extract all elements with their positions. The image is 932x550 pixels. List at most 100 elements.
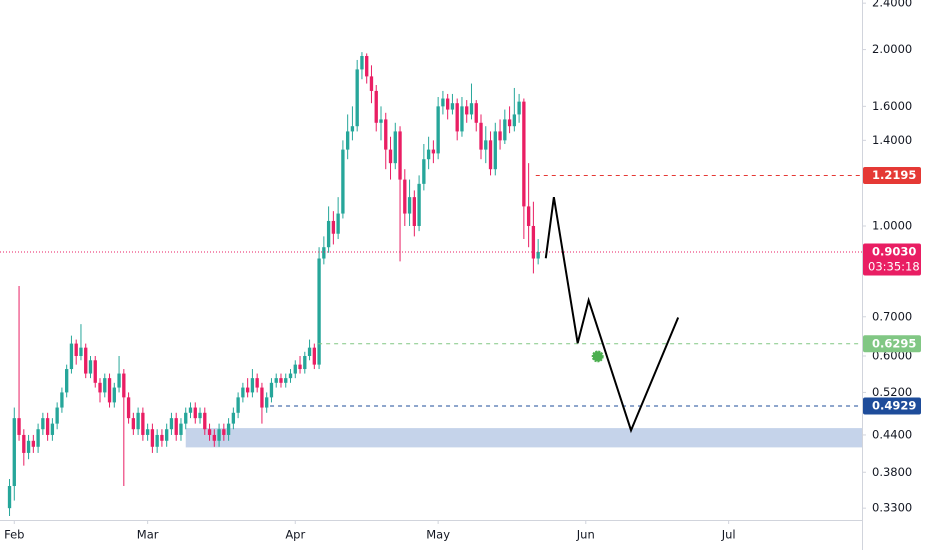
candle-body bbox=[484, 140, 488, 150]
candle-body bbox=[203, 412, 207, 430]
candle-body bbox=[207, 429, 212, 435]
candle-body bbox=[341, 149, 345, 214]
candle-body bbox=[531, 225, 536, 259]
candle-body bbox=[198, 412, 202, 419]
x-tick-label: Feb bbox=[4, 528, 24, 542]
candle-body bbox=[503, 119, 507, 141]
candle-body bbox=[303, 355, 307, 370]
candle-body bbox=[426, 149, 431, 160]
candle-body bbox=[217, 429, 221, 441]
candle-body bbox=[45, 418, 50, 435]
candle-body bbox=[360, 56, 364, 70]
price-tag-label: 1.2195 bbox=[872, 168, 916, 182]
candle-body bbox=[74, 343, 78, 356]
y-tick-label: 2.0000 bbox=[872, 42, 912, 56]
candle-body bbox=[412, 197, 416, 226]
candle-body bbox=[526, 206, 531, 226]
candle-body bbox=[131, 418, 136, 430]
x-tick-label: Mar bbox=[137, 528, 159, 542]
candle-body bbox=[279, 378, 283, 383]
candle-body bbox=[388, 149, 393, 164]
candle-body bbox=[350, 126, 355, 132]
candle-body bbox=[293, 364, 297, 374]
candle-body bbox=[369, 76, 374, 91]
countdown-label: 03:35:18 bbox=[868, 259, 920, 273]
y-tick-label: 1.4000 bbox=[872, 133, 912, 147]
candle-body bbox=[88, 360, 93, 374]
candle-body bbox=[417, 183, 421, 226]
candle-body bbox=[326, 220, 331, 248]
candle-body bbox=[188, 407, 193, 413]
candle-body bbox=[474, 103, 478, 123]
candle-body bbox=[179, 423, 183, 435]
candle-body bbox=[465, 106, 469, 115]
candle-body bbox=[165, 429, 169, 441]
price-tag-label: 0.6295 bbox=[872, 336, 916, 350]
support-zone bbox=[185, 428, 862, 448]
axes: 2.40002.00001.60001.40001.00000.70000.60… bbox=[4, 0, 921, 542]
candle-body bbox=[536, 251, 540, 259]
candle-body bbox=[403, 179, 407, 214]
candle-body bbox=[69, 343, 74, 370]
candle-body bbox=[222, 429, 226, 435]
candle-body bbox=[450, 103, 455, 110]
candle-body bbox=[307, 347, 312, 356]
candle-body bbox=[41, 418, 45, 430]
candle-body bbox=[231, 412, 236, 424]
price-tag-label: 0.4929 bbox=[872, 399, 916, 413]
candle-body bbox=[284, 378, 288, 383]
candle-body bbox=[441, 98, 445, 107]
candle-body bbox=[265, 397, 269, 408]
candle-body bbox=[155, 434, 159, 447]
candle-body bbox=[169, 418, 174, 430]
candle-body bbox=[274, 378, 278, 383]
candle-body bbox=[298, 364, 302, 370]
candle-body bbox=[517, 101, 521, 115]
candle-body bbox=[212, 434, 216, 441]
y-tick-label: 1.6000 bbox=[872, 99, 912, 113]
plot-area bbox=[0, 52, 862, 516]
candle-body bbox=[374, 90, 378, 123]
candle-body bbox=[436, 106, 440, 154]
candle-body bbox=[488, 140, 493, 170]
candle-body bbox=[288, 373, 293, 379]
candle-body bbox=[379, 119, 383, 123]
candle-body bbox=[512, 114, 517, 127]
candle-body bbox=[226, 423, 231, 435]
candle-body bbox=[241, 387, 245, 398]
candle-body bbox=[22, 434, 26, 453]
candle-body bbox=[55, 407, 59, 424]
candle-body bbox=[174, 418, 178, 435]
candle-body bbox=[103, 378, 107, 393]
candle-body bbox=[422, 159, 426, 184]
candle-body bbox=[79, 347, 83, 356]
candle-body bbox=[12, 418, 16, 487]
candle-body bbox=[84, 347, 88, 374]
candle-body bbox=[93, 360, 97, 383]
candle-body bbox=[98, 382, 102, 393]
x-tick-label: Jun bbox=[576, 528, 595, 542]
y-tick-label: 2.4000 bbox=[872, 0, 912, 10]
candle-body bbox=[184, 412, 188, 424]
candle-body bbox=[336, 213, 340, 234]
candle-body bbox=[479, 122, 483, 150]
price-tag bbox=[863, 166, 921, 184]
candle-body bbox=[26, 440, 31, 453]
price-tag bbox=[863, 243, 921, 276]
candle-body bbox=[65, 369, 69, 393]
candle-body bbox=[398, 131, 402, 180]
candle-body bbox=[50, 423, 55, 435]
candle-body bbox=[122, 373, 126, 398]
candle-body bbox=[322, 247, 326, 259]
candle-body bbox=[150, 429, 155, 447]
candle-body bbox=[407, 197, 412, 214]
candle-body bbox=[355, 69, 359, 127]
candle-body bbox=[60, 392, 64, 408]
x-tick-label: May bbox=[426, 528, 450, 542]
x-tick-label: Apr bbox=[285, 528, 305, 542]
y-tick-label: 0.4400 bbox=[872, 427, 912, 441]
candle-body bbox=[384, 119, 388, 150]
candle-body bbox=[193, 407, 197, 419]
